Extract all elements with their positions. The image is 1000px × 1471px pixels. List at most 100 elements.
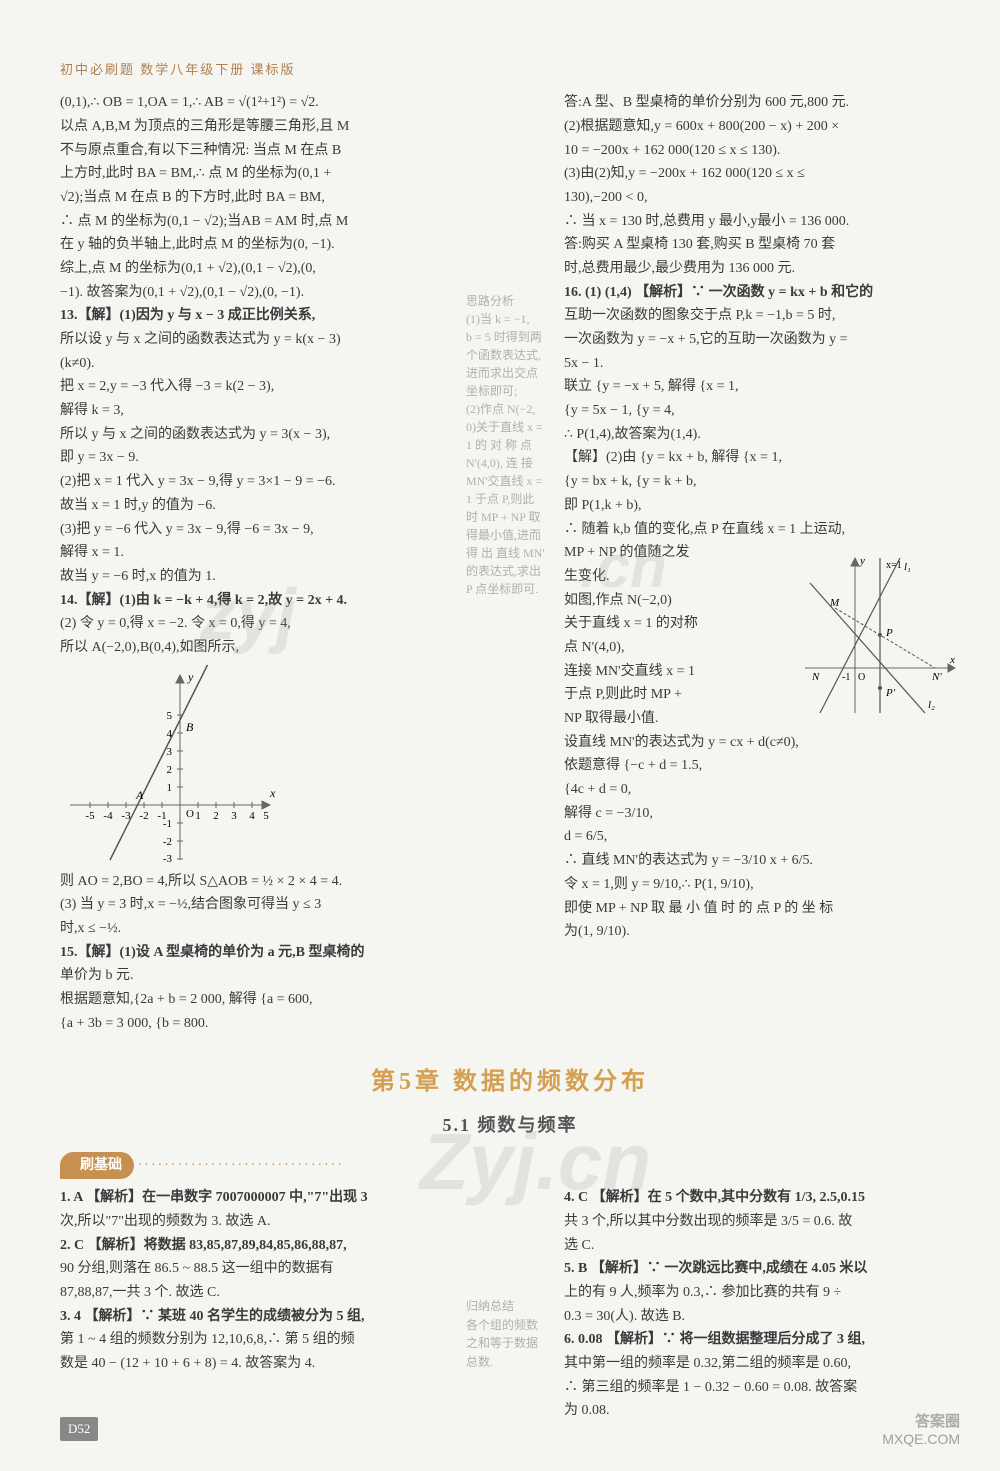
anno-line: b = 5 时得到两 (466, 328, 554, 346)
svg-text:5: 5 (263, 810, 269, 822)
text-line: NP 取得最小值. (564, 708, 794, 730)
text-line: 点 N'(4,0), (564, 637, 794, 659)
text-line: 次,所以"7"出现的频数为 3. 故选 A. (60, 1211, 456, 1233)
anno-line: 思路分析 (466, 292, 554, 310)
text-line: 于点 P,则此时 MP + (564, 684, 794, 706)
text-line: −1). 故答案为(0,1 + √2),(0,1 − √2),(0, −1). (60, 282, 456, 304)
svg-text:O: O (186, 808, 194, 820)
coordinate-graph-1: -5 -4 -3 -2 -1 1 2 3 4 5 1 2 3 4 5 -1 -2… (60, 665, 280, 865)
svg-text:-1: -1 (842, 672, 850, 683)
svg-text:M: M (829, 597, 840, 609)
text-line: 90 分组,则落在 86.5 ~ 88.5 这一组中的数据有 (60, 1258, 456, 1280)
svg-text:5: 5 (167, 710, 173, 722)
text-line: ∴ 当 x = 130 时,总费用 y 最小,y最小 = 136 000. (564, 211, 960, 233)
lower-left: 1. A 【解析】在一串数字 7007000007 中,"7"出现 3 次,所以… (60, 1187, 456, 1424)
text-line: {4c + d = 0, (564, 779, 960, 801)
text-line: MP + NP 的值随之发 (564, 542, 794, 564)
text-line: (3) 当 y = 3 时,x = −½,结合图象可得当 y ≤ 3 (60, 894, 456, 916)
anno-line: (2)作点 N(−2, (466, 400, 554, 418)
svg-text:O: O (858, 672, 865, 683)
anno-line: N'(4,0), 连 接 (466, 454, 554, 472)
text-line: d = 6/5, (564, 826, 960, 848)
svg-text:P': P' (885, 687, 896, 699)
q15-head: 15.【解】(1)设 A 型桌椅的单价为 a 元,B 型桌椅的 (60, 942, 456, 964)
text-line: 2. C 【解析】将数据 83,85,87,89,84,85,86,88,87, (60, 1235, 456, 1257)
coordinate-graph-2: x y x=1 M N -1 O N' P P' l₁ l₂ (800, 548, 960, 718)
text-line: 87,88,87,一共 3 个. 故选 C. (60, 1282, 456, 1304)
svg-text:-3: -3 (121, 810, 131, 822)
section-title: 5.1 频数与频率 (60, 1112, 960, 1140)
svg-text:1: 1 (167, 782, 173, 794)
anno-line: 1 的 对 称 点 (466, 436, 554, 454)
text-line: ∴ 点 M 的坐标为(0,1 − √2);当AB = AM 时,点 M (60, 211, 456, 233)
anno-line: MN'交直线 x = (466, 472, 554, 490)
badge-dots: ······························· (138, 1158, 345, 1173)
lower-columns: 1. A 【解析】在一串数字 7007000007 中,"7"出现 3 次,所以… (60, 1187, 960, 1424)
text-line: 所以设 y 与 x 之间的函数表达式为 y = k(x − 3) (60, 329, 456, 351)
text-line: 根据题意知,{2a + b = 2 000, 解得 {a = 600, (60, 989, 456, 1011)
anno-line: 时 MP + NP 取 (466, 508, 554, 526)
basics-badge: 刷基础 (60, 1152, 134, 1180)
text-line: 依题意得 {−c + d = 1.5, (564, 755, 960, 777)
text-line: 130),−200 < 0, (564, 187, 960, 209)
text-line: 3. 4 【解析】∵ 某班 40 名学生的成绩被分为 5 组, (60, 1306, 456, 1328)
svg-text:P: P (885, 627, 893, 639)
svg-text:B: B (186, 720, 194, 734)
anno-line: (1)当 k = −1, (466, 310, 554, 328)
svg-text:3: 3 (167, 746, 173, 758)
svg-text:l₂: l₂ (928, 699, 935, 711)
anno-line: 得最小值,进而 (466, 526, 554, 544)
svg-text:4: 4 (167, 728, 173, 740)
text-line: 即 y = 3x − 9. (60, 447, 456, 469)
text-line: 1. A 【解析】在一串数字 7007000007 中,"7"出现 3 (60, 1187, 456, 1209)
chapter-title: 第5章 数据的频数分布 (60, 1064, 960, 1101)
svg-text:4: 4 (249, 810, 255, 822)
text-line: 以点 A,B,M 为顶点的三角形是等腰三角形,且 M (60, 116, 456, 138)
badge-row: 刷基础 ······························· (60, 1152, 960, 1180)
text-line: 所以 A(−2,0),B(0,4),如图所示, (60, 637, 456, 659)
text-line: 共 3 个,所以其中分数出现的频率是 3/5 = 0.6. 故 (564, 1211, 960, 1233)
svg-text:3: 3 (231, 810, 237, 822)
text-line: ∴ P(1,4),故答案为(1,4). (564, 424, 960, 446)
q16-head: 16. (1) (1,4) 【解析】∵ 一次函数 y = kx + b 和它的 (564, 282, 960, 304)
text-line: 解得 x = 1. (60, 542, 456, 564)
note-line: 各个组的频数 (466, 1316, 554, 1335)
lower-right: 4. C 【解析】在 5 个数中,其中分数有 1/3, 2.5,0.15 共 3… (564, 1187, 960, 1424)
text-line: 则 AO = 2,BO = 4,所以 S△AOB = ½ × 2 × 4 = 4… (60, 871, 456, 893)
lower-mid-note: 归纳总结 各个组的频数 之和等于数据 总数. (466, 1187, 554, 1424)
text-line: 5. B 【解析】∵ 一次跳远比赛中,成绩在 4.05 米以 (564, 1258, 960, 1280)
svg-text:2: 2 (167, 764, 173, 776)
svg-text:-3: -3 (163, 853, 173, 865)
text-line: 所以 y 与 x 之间的函数表达式为 y = 3(x − 3), (60, 424, 456, 446)
text-line: 5x − 1. (564, 353, 960, 375)
text-line: 互助一次函数的图象交于点 P,k = −1,b = 5 时, (564, 305, 960, 327)
svg-text:N: N (811, 671, 820, 683)
text-line: 故当 x = 1 时,y 的值为 −6. (60, 495, 456, 517)
text-line: 上的有 9 人,频率为 0.3,∴ 参加比赛的共有 9 ÷ (564, 1282, 960, 1304)
text-line: 即 P(1,k + b), (564, 495, 960, 517)
main-columns: (0,1),∴ OB = 1,OA = 1,∴ AB = √(1²+1²) = … (60, 92, 960, 1036)
q13-head: 13.【解】(1)因为 y 与 x − 3 成正比例关系, (60, 305, 456, 327)
text-line: 10 = −200x + 162 000(120 ≤ x ≤ 130). (564, 140, 960, 162)
anno-line: 坐标即可; (466, 382, 554, 400)
text-line: 令 x = 1,则 y = 9/10,∴ P(1, 9/10), (564, 874, 960, 896)
text-line: ∴ 随着 k,b 值的变化,点 P 在直线 x = 1 上运动, (564, 519, 960, 541)
svg-text:-2: -2 (163, 836, 172, 848)
text-line: 为 0.08. (564, 1400, 960, 1422)
text-line: 解得 c = −3/10, (564, 803, 960, 825)
anno-line: 0)关于直线 x = (466, 418, 554, 436)
anno-line: 1 于点 P,则此 (466, 490, 554, 508)
text-line: 0.3 = 30(人). 故选 B. (564, 1306, 960, 1328)
text-line: (0,1),∴ OB = 1,OA = 1,∴ AB = √(1²+1²) = … (60, 92, 456, 114)
text-line: ∴ 直线 MN'的表达式为 y = −3/10 x + 6/5. (564, 850, 960, 872)
anno-line: 得 出 直线 MN' (466, 544, 554, 562)
note-line: 之和等于数据 (466, 1334, 554, 1353)
svg-text:-5: -5 (85, 810, 95, 822)
watermark-site: MXQE.COM (882, 1429, 960, 1451)
text-line: 联立 {y = −x + 5, 解得 {x = 1, (564, 376, 960, 398)
anno-line: 进而求出交点 (466, 364, 554, 382)
text-line: 上方时,此时 BA = BM,∴ 点 M 的坐标为(0,1 + (60, 163, 456, 185)
text-line: (3)由(2)知,y = −200x + 162 000(120 ≤ x ≤ (564, 163, 960, 185)
right-column: 答:A 型、B 型桌椅的单价分别为 600 元,800 元. (2)根据题意知,… (564, 92, 960, 1036)
text-line: (2)把 x = 1 代入 y = 3x − 9,得 y = 3×1 − 9 =… (60, 471, 456, 493)
